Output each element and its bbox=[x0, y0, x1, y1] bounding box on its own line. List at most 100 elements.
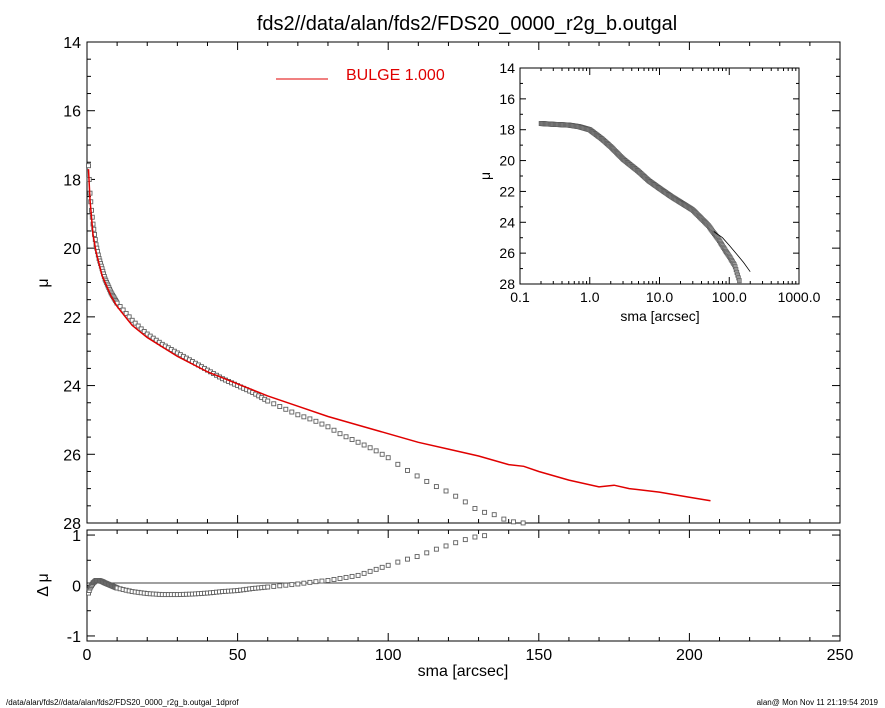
residual-data-point bbox=[283, 582, 289, 588]
main-data-point bbox=[520, 520, 526, 526]
x-tick-label: 0 bbox=[83, 647, 92, 664]
inset-x-tick-label: 1.0 bbox=[580, 289, 600, 305]
x-tick-label: 200 bbox=[676, 647, 703, 664]
main-data-points bbox=[86, 163, 526, 526]
residual-data-point bbox=[379, 564, 385, 570]
inset-x-axis-label: sma [arcsec] bbox=[620, 308, 699, 324]
inset-y-axis-label: μ bbox=[477, 172, 493, 180]
residual-data-point bbox=[361, 570, 367, 576]
residual-y-axis-label: Δ μ bbox=[35, 573, 52, 596]
inset-background bbox=[520, 68, 799, 284]
residual-data-point bbox=[355, 572, 361, 578]
inset-x-tick-label: 1000.0 bbox=[778, 289, 821, 305]
main-data-point bbox=[379, 451, 385, 457]
main-data-point bbox=[462, 499, 468, 505]
main-data-point bbox=[482, 509, 488, 515]
main-data-point bbox=[117, 304, 123, 309]
main-data-point bbox=[289, 409, 295, 415]
main-data-point bbox=[301, 414, 307, 420]
residual-data-point bbox=[277, 583, 283, 589]
residual-data-point bbox=[271, 583, 277, 589]
residual-data-point bbox=[331, 576, 337, 582]
x-tick-label: 150 bbox=[525, 647, 552, 664]
main-data-point bbox=[395, 461, 401, 467]
main-data-point bbox=[331, 427, 337, 433]
residual-y-ticks: 1 0 -1 bbox=[67, 528, 840, 646]
main-data-point bbox=[385, 455, 391, 461]
main-y-tick-label: 18 bbox=[63, 172, 81, 189]
inset-y-tick-label: 22 bbox=[499, 183, 515, 199]
residual-y-tick-label: 1 bbox=[72, 528, 81, 545]
residual-data-point bbox=[289, 582, 295, 588]
main-data-point bbox=[86, 163, 91, 169]
residual-data-point bbox=[307, 579, 313, 585]
inset-x-tick-label: 100.0 bbox=[712, 289, 747, 305]
main-data-point bbox=[307, 416, 313, 422]
main-data-point bbox=[443, 488, 449, 494]
inset-data-curve bbox=[538, 121, 742, 284]
inset-model-curve bbox=[713, 231, 751, 272]
residual-data-point bbox=[367, 568, 373, 574]
main-data-point bbox=[511, 519, 516, 525]
inset-x-tick-label: 10.0 bbox=[646, 289, 673, 305]
residual-data-point bbox=[424, 550, 430, 556]
main-y-tick-label: 28 bbox=[63, 516, 81, 533]
main-data-point bbox=[129, 317, 135, 323]
main-data-point bbox=[414, 473, 420, 479]
residual-panel: 10-1 0 50 100 150 200 250 Δ μ sma [arcsec] bbox=[35, 528, 853, 680]
main-data-point bbox=[472, 506, 478, 511]
residual-data-point bbox=[472, 534, 478, 540]
residual-data-point bbox=[319, 578, 325, 584]
main-data-point bbox=[349, 437, 355, 442]
main-data-point bbox=[138, 326, 144, 332]
main-y-axis-label: μ bbox=[35, 278, 52, 287]
residual-data-point bbox=[349, 573, 355, 579]
inset-y-tick-label: 16 bbox=[499, 91, 515, 107]
bulge-model-curve bbox=[87, 169, 711, 502]
residual-data-point bbox=[343, 574, 349, 580]
main-data-point bbox=[491, 512, 497, 518]
footer-file-path: /data/alan/fds2//data/alan/fds2/FDS20_00… bbox=[6, 698, 239, 707]
x-axis-label: sma [arcsec] bbox=[418, 663, 509, 680]
inset-y-tick-label: 18 bbox=[499, 122, 515, 138]
residual-data-points bbox=[86, 533, 488, 598]
residual-data-point bbox=[414, 554, 420, 560]
residual-data-point bbox=[443, 543, 449, 549]
main-y-tick-label: 22 bbox=[63, 310, 81, 327]
main-data-point bbox=[453, 493, 459, 499]
main-data-point bbox=[337, 431, 343, 437]
main-data-point bbox=[361, 442, 367, 448]
main-data-point bbox=[132, 320, 138, 326]
main-panel: 14 16 18 20 22 24 26 28 μ BULGE 1.000 bbox=[35, 35, 841, 533]
x-tick-label: 50 bbox=[229, 647, 247, 664]
x-tick-label: 100 bbox=[375, 647, 402, 664]
residual-data-point bbox=[313, 579, 319, 585]
main-x-ticks bbox=[86, 42, 841, 523]
residual-data-point bbox=[373, 566, 379, 572]
inset-panel: 14 16 18 20 22 24 26 28 0.1 1.0 10.0 100.0 1000.0 μ… bbox=[477, 60, 821, 324]
footer-user-timestamp: alan@ Mon Nov 11 21:19:54 2019 bbox=[757, 698, 879, 707]
main-data-point bbox=[501, 516, 507, 522]
main-data-point bbox=[120, 307, 126, 313]
residual-data-point bbox=[462, 537, 468, 543]
inset-y-tick-label: 24 bbox=[499, 214, 515, 230]
main-data-point bbox=[373, 448, 379, 454]
main-y-tick-label: 14 bbox=[63, 35, 81, 52]
main-data-point bbox=[126, 314, 132, 320]
residual-data-point bbox=[265, 584, 271, 590]
residual-data-point bbox=[295, 581, 301, 587]
residual-data-point bbox=[433, 546, 439, 552]
main-data-point bbox=[319, 421, 325, 427]
residual-data-point bbox=[385, 562, 391, 568]
main-y-ticks: 14 16 18 20 22 24 26 28 bbox=[63, 35, 840, 533]
main-data-point bbox=[343, 434, 349, 440]
main-data-point bbox=[135, 323, 141, 329]
main-y-tick-label: 20 bbox=[63, 241, 81, 258]
x-tick-label: 250 bbox=[827, 647, 854, 664]
residual-data-point bbox=[301, 580, 307, 586]
main-data-point bbox=[295, 412, 301, 418]
inset-data-point bbox=[737, 278, 742, 284]
main-y-tick-label: 24 bbox=[63, 379, 81, 396]
inset-x-tick-label: 0.1 bbox=[510, 289, 530, 305]
